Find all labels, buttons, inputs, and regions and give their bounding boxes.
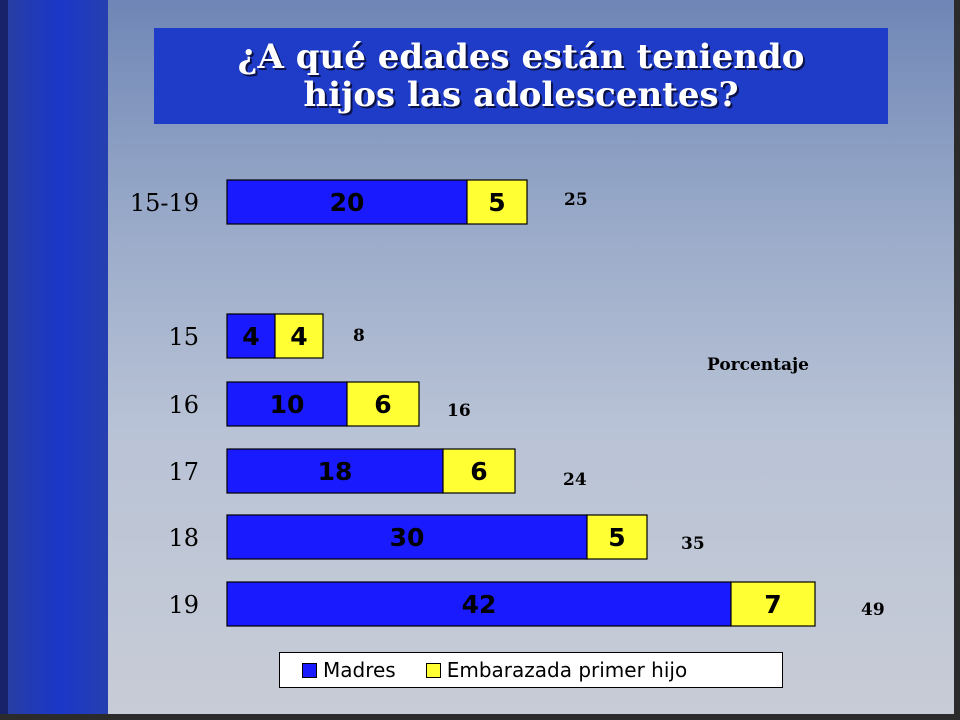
bar-madres (226, 381, 348, 427)
bar-value-label: 18 (318, 457, 353, 486)
total-label: 25 (564, 190, 588, 210)
bar-madres (226, 179, 468, 225)
slide-title: ¿A qué edades están teniendo hijos las a… (237, 37, 805, 115)
category-label: 15 (168, 323, 199, 351)
bar-value-label: 42 (462, 590, 497, 619)
bar-madres (226, 313, 276, 359)
bar-madres (226, 514, 588, 560)
total-label: 24 (563, 470, 587, 490)
category-label: 15-19 (130, 189, 199, 217)
bar-value-label: 30 (390, 523, 425, 552)
bar-value-label: 10 (270, 390, 305, 419)
bar-value-label: 6 (374, 390, 391, 419)
category-label: 19 (168, 591, 199, 619)
bar-value-label: 5 (608, 523, 625, 552)
bar-embarazada (346, 381, 420, 427)
left-edge-shadow (0, 0, 8, 720)
bar-value-label: 4 (242, 322, 259, 351)
title-box: ¿A qué edades están teniendo hijos las a… (154, 28, 888, 124)
bar-embarazada (586, 514, 648, 560)
bar-embarazada (274, 313, 324, 359)
legend-label-embarazada: Embarazada primer hijo (446, 658, 688, 682)
bar-embarazada (442, 448, 516, 494)
category-label: 18 (168, 524, 199, 552)
bar-value-label: 20 (330, 188, 365, 217)
frame-right (954, 0, 960, 720)
chart-legend: Madres Embarazada primer hijo (279, 652, 783, 688)
legend-swatch-madres (302, 662, 317, 678)
bar-value-label: 4 (290, 322, 307, 351)
bar-value-label: 6 (470, 457, 487, 486)
bar-embarazada (730, 581, 816, 627)
bar-madres (226, 581, 732, 627)
total-label: 35 (681, 534, 705, 554)
legend-item-embarazada: Embarazada primer hijo (425, 658, 688, 682)
legend-item-madres: Madres (302, 658, 396, 682)
bar-embarazada (466, 179, 528, 225)
legend-label-madres: Madres (323, 658, 396, 682)
total-label: 8 (353, 326, 365, 346)
total-label: 49 (861, 600, 885, 620)
legend-swatch-embarazada (425, 662, 441, 678)
category-label: 17 (168, 458, 199, 486)
unit-label: Porcentaje (707, 355, 809, 375)
frame-bottom (0, 714, 960, 720)
category-label: 16 (168, 391, 199, 419)
left-accent-band (0, 0, 108, 720)
bar-value-label: 7 (764, 590, 781, 619)
total-label: 16 (447, 401, 471, 421)
bar-value-label: 5 (488, 188, 505, 217)
